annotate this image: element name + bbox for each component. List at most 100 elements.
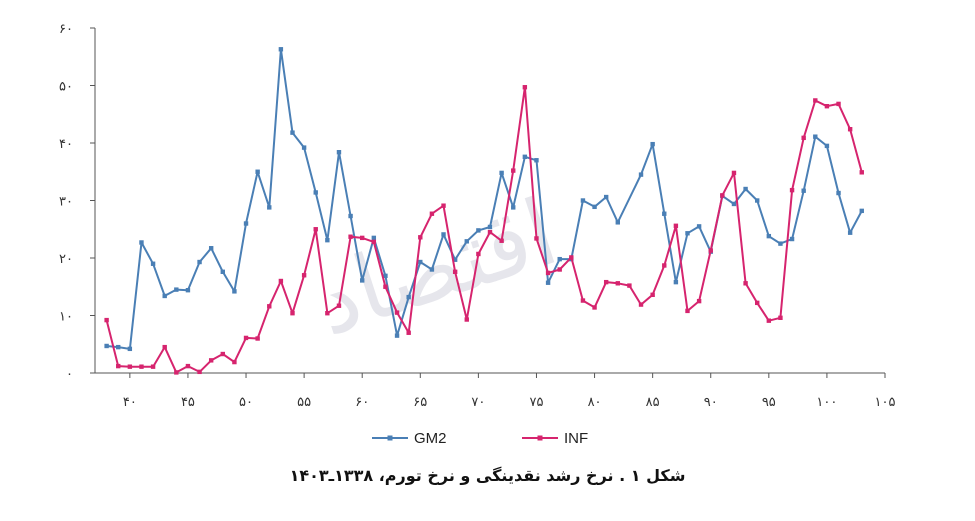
data-point-inf — [627, 283, 632, 288]
x-tick-label: ۵۰ — [239, 395, 253, 410]
data-point-inf — [778, 315, 783, 320]
data-point-gm2 — [638, 172, 644, 177]
data-point-gm2 — [476, 228, 481, 233]
data-point-inf — [708, 248, 713, 253]
data-point-gm2 — [859, 208, 864, 214]
data-point-inf — [511, 168, 516, 173]
data-point-gm2 — [313, 190, 318, 195]
legend-marker-inf — [537, 435, 543, 441]
y-axis-ticks: ۰ ۱۰ ۲۰ ۳۰ ۴۰ ۵۰ ۶۰ — [59, 22, 95, 382]
data-point-inf — [255, 336, 260, 341]
data-point-inf — [685, 308, 690, 314]
data-point-inf — [348, 234, 353, 239]
data-point-inf — [371, 239, 377, 245]
data-point-gm2 — [766, 233, 772, 239]
data-point-inf — [534, 236, 539, 241]
data-point-inf — [360, 235, 365, 241]
data-point-inf — [174, 370, 179, 375]
data-point-gm2 — [174, 287, 179, 292]
data-point-gm2 — [603, 194, 609, 200]
legend: GM2 INF — [372, 430, 588, 447]
data-point-inf — [464, 317, 469, 322]
data-point-inf — [766, 318, 772, 323]
data-point-inf — [325, 311, 330, 316]
data-point-inf — [592, 305, 597, 310]
data-point-inf — [150, 364, 156, 369]
data-point-gm2 — [731, 201, 737, 207]
legend-label-gm2: GM2 — [414, 430, 447, 447]
data-point-gm2 — [696, 224, 702, 229]
data-point-gm2 — [371, 235, 377, 241]
data-point-inf — [638, 302, 644, 307]
data-point-inf — [487, 229, 493, 235]
data-point-gm2 — [557, 256, 562, 262]
data-point-inf — [208, 358, 214, 363]
data-point-gm2 — [232, 289, 237, 294]
y-tick-label: ۲۰ — [59, 252, 73, 267]
data-point-gm2 — [685, 231, 690, 236]
data-point-gm2 — [127, 346, 133, 352]
data-point-inf — [615, 281, 620, 286]
x-tick-label: ۱۰۵ — [875, 395, 896, 410]
data-point-gm2 — [778, 241, 783, 246]
data-point-inf — [696, 298, 702, 304]
data-point-inf — [127, 364, 133, 369]
data-point-gm2 — [441, 232, 446, 237]
x-tick-label: ۸۰ — [588, 395, 602, 410]
x-tick-label: ۹۵ — [762, 395, 776, 410]
data-point-gm2 — [836, 190, 841, 196]
x-tick-label: ۵۵ — [297, 395, 311, 410]
data-point-inf — [301, 273, 307, 278]
data-point-inf — [232, 359, 237, 365]
data-point-gm2 — [511, 205, 516, 210]
data-point-gm2 — [789, 236, 795, 242]
data-point-gm2 — [301, 145, 307, 150]
series-layer — [104, 47, 864, 375]
data-point-gm2 — [824, 143, 830, 149]
data-point-gm2 — [801, 188, 806, 193]
data-point-gm2 — [220, 269, 225, 274]
data-point-gm2 — [150, 261, 156, 266]
data-point-gm2 — [662, 211, 667, 216]
data-point-inf — [673, 223, 679, 228]
data-point-inf — [278, 278, 284, 284]
data-point-gm2 — [290, 130, 295, 135]
data-point-gm2 — [580, 198, 586, 203]
x-tick-label: ۶۰ — [355, 395, 369, 410]
data-point-inf — [429, 211, 435, 216]
data-point-inf — [743, 281, 748, 286]
data-point-inf — [755, 300, 760, 306]
svg-text:اقتصاد: اقتصاد — [302, 179, 569, 357]
data-point-gm2 — [847, 230, 853, 235]
data-point-gm2 — [522, 154, 528, 159]
data-point-inf — [824, 104, 830, 109]
data-point-gm2 — [243, 221, 249, 226]
data-point-gm2 — [278, 47, 284, 52]
data-point-gm2 — [394, 333, 400, 338]
data-point-gm2 — [383, 273, 388, 279]
data-point-gm2 — [615, 220, 620, 225]
y-tick-label: ۳۰ — [59, 195, 73, 210]
data-point-inf — [406, 330, 411, 335]
data-point-gm2 — [336, 150, 342, 155]
legend-marker-gm2 — [387, 435, 393, 441]
data-point-gm2 — [325, 237, 330, 243]
x-axis-ticks: ۴۰ ۴۵ ۵۰ ۵۵ ۶۰ ۶۵ ۷۰ ۷۵ ۸۰ ۸۵ ۹۰ ۹۵ ۱۰۰ ۱۰۵ — [123, 373, 896, 410]
data-point-inf — [418, 235, 423, 240]
y-tick-label: ۶۰ — [59, 22, 73, 37]
data-point-inf — [545, 270, 551, 276]
figure-caption: شکل ۱ . نرخ رشد نقدینگی و نرخ تورم، ۱۳۳۸… — [289, 466, 686, 485]
data-point-gm2 — [208, 246, 214, 251]
data-point-gm2 — [743, 186, 748, 192]
data-point-gm2 — [104, 343, 109, 349]
x-tick-label: ۱۰۰ — [816, 395, 837, 410]
data-point-gm2 — [650, 141, 655, 147]
data-point-gm2 — [673, 279, 679, 285]
x-tick-label: ۹۰ — [704, 395, 718, 410]
data-point-gm2 — [418, 259, 423, 265]
x-tick-label: ۷۵ — [529, 395, 543, 410]
data-point-gm2 — [139, 240, 144, 245]
data-point-gm2 — [755, 198, 760, 203]
data-point-gm2 — [545, 280, 551, 285]
series-inf — [104, 85, 864, 375]
